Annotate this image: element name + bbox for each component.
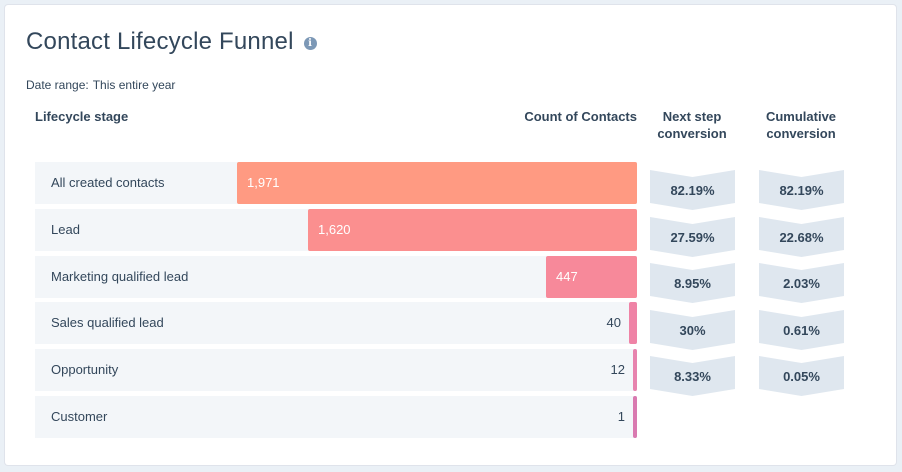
header-next-step: Next step conversion bbox=[647, 108, 737, 142]
stage-label: Sales qualified lead bbox=[51, 315, 164, 330]
report-title-text: Contact Lifecycle Funnel bbox=[26, 28, 294, 55]
date-range-label: Date range: bbox=[26, 78, 89, 92]
date-range: Date range: This entire year bbox=[26, 78, 175, 92]
funnel-row: All created contacts 1,971 bbox=[35, 162, 637, 204]
header-lifecycle-stage: Lifecycle stage bbox=[35, 109, 129, 124]
funnel-bar[interactable] bbox=[633, 396, 637, 438]
bar-value-label: 40 bbox=[606, 315, 621, 330]
header-cumulative: Cumulative conversion bbox=[756, 108, 846, 142]
stage-label: All created contacts bbox=[51, 175, 165, 190]
funnel-row: Customer 1 bbox=[35, 396, 637, 438]
bar-value-label: 12 bbox=[610, 362, 625, 377]
report-title: Contact Lifecycle Funnel i bbox=[26, 28, 317, 56]
header-count: Count of Contacts bbox=[524, 109, 637, 124]
header-next-line2: conversion bbox=[657, 126, 727, 141]
header-cum-line1: Cumulative bbox=[765, 109, 837, 124]
stage-label: Customer bbox=[51, 409, 108, 424]
info-icon[interactable]: i bbox=[303, 37, 317, 50]
header-next-line1: Next step bbox=[662, 109, 722, 124]
bar-value-label: 1 bbox=[617, 409, 625, 424]
funnel-bar[interactable] bbox=[629, 302, 637, 344]
funnel-bar[interactable] bbox=[633, 349, 637, 391]
funnel-bar[interactable] bbox=[237, 162, 637, 204]
stage-label: Opportunity bbox=[51, 362, 119, 377]
stage-label: Lead bbox=[51, 222, 80, 237]
funnel-row: Opportunity 12 bbox=[35, 349, 637, 391]
stage-label: Marketing qualified lead bbox=[51, 269, 189, 284]
bar-value-label: 447 bbox=[556, 269, 578, 284]
cumulative-conversion: 82.19% bbox=[759, 170, 844, 210]
header-cum-line2: conversion bbox=[766, 126, 836, 141]
date-range-value: This entire year bbox=[92, 78, 176, 92]
funnel-bar[interactable] bbox=[546, 256, 637, 298]
funnel-bar[interactable] bbox=[308, 209, 637, 251]
funnel-row: Lead 1,620 bbox=[35, 209, 637, 251]
bar-value-label: 1,620 bbox=[318, 222, 351, 237]
funnel-row: Sales qualified lead 40 bbox=[35, 302, 637, 344]
funnel-row: Marketing qualified lead 447 bbox=[35, 256, 637, 298]
bar-value-label: 1,971 bbox=[247, 175, 280, 190]
